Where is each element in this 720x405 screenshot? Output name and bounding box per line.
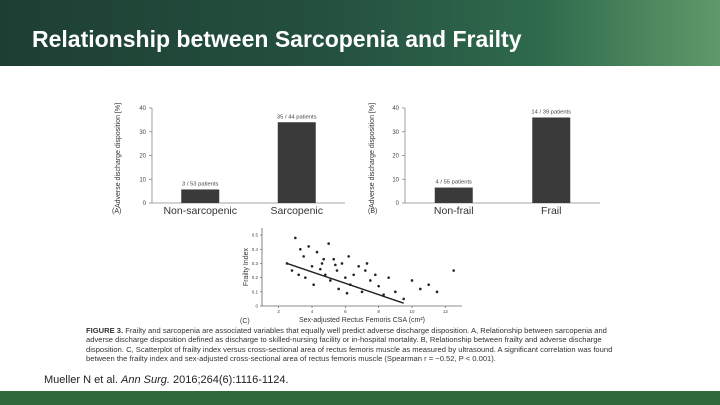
slide-title: Relationship between Sarcopenia and Frai… xyxy=(32,26,522,52)
x-tick-label: Sarcopenic xyxy=(270,205,323,217)
y-tick-label: 30 xyxy=(139,130,146,136)
y-tick-label: 0.4 xyxy=(252,247,259,252)
scatter-point xyxy=(335,269,339,272)
scatter-point xyxy=(419,287,422,291)
scatter-point xyxy=(364,269,367,272)
panel-label: (C) xyxy=(240,318,250,325)
y-tick-label: 40 xyxy=(392,106,399,112)
y-tick-label: 20 xyxy=(139,154,146,160)
y-tick-label: 30 xyxy=(392,130,399,136)
caption-label: FIGURE 3. xyxy=(86,326,124,335)
scatter-point xyxy=(352,273,355,277)
y-axis-label: Adverse discharge disposition [%] xyxy=(369,103,376,208)
y-tick-label: 10 xyxy=(392,177,399,183)
y-tick-label: 0.1 xyxy=(252,289,259,294)
bar xyxy=(181,189,220,203)
x-tick-label: 6 xyxy=(344,309,347,314)
x-tick-label: 8 xyxy=(377,309,380,314)
panel-label: (B) xyxy=(368,208,377,215)
bar xyxy=(277,122,316,203)
trend-line xyxy=(286,262,404,304)
scatter-point xyxy=(297,273,300,277)
x-tick-label: 2 xyxy=(277,309,280,314)
y-tick-label: 0.5 xyxy=(252,233,259,238)
scatter-point xyxy=(394,290,397,294)
scatter-point xyxy=(290,269,294,272)
scatter-point xyxy=(320,262,324,265)
scatter-point xyxy=(334,263,337,267)
panel-label: (A) xyxy=(112,208,121,215)
y-tick-label: 10 xyxy=(139,177,146,183)
bar-annotation: 4 / 55 patients xyxy=(436,180,473,186)
y-tick-label: 0 xyxy=(255,304,258,309)
scatter-point xyxy=(315,250,319,254)
caption-text: Frailty and sarcopenia are associated va… xyxy=(86,326,613,363)
scatter-point xyxy=(304,276,307,279)
scatter-point xyxy=(307,245,310,248)
scatter-point xyxy=(374,273,377,277)
citation-authors: Mueller N et al. xyxy=(44,374,122,386)
x-axis-label: Sex-adjusted Rectus Femoris CSA (cm²) xyxy=(299,317,425,324)
scatter-point xyxy=(360,290,364,294)
bar-annotation: 14 / 39 patients xyxy=(531,110,571,116)
scatter-point xyxy=(294,236,297,240)
scatter-point xyxy=(347,255,350,258)
x-tick-label: 10 xyxy=(409,309,415,314)
y-tick-label: 40 xyxy=(139,106,146,112)
scatter-point xyxy=(387,276,390,279)
scatter-point xyxy=(369,279,372,282)
x-tick-label: 4 xyxy=(311,309,314,314)
scatter-point xyxy=(324,273,327,277)
scatter-point xyxy=(327,242,330,245)
x-tick-label: Frail xyxy=(541,205,561,217)
scatter-point xyxy=(340,262,344,265)
y-tick-label: 0.3 xyxy=(252,261,259,266)
y-axis-label: Frailty Index xyxy=(243,247,250,286)
y-tick-label: 20 xyxy=(392,154,399,160)
scatter-point xyxy=(312,283,315,287)
x-tick-label: 12 xyxy=(443,309,449,314)
header-band: Relationship between Sarcopenia and Frai… xyxy=(0,0,720,66)
scatter-point xyxy=(332,257,335,261)
scatter-point xyxy=(382,293,385,296)
scatter-point xyxy=(344,276,347,279)
citation-journal: Ann Surg. xyxy=(121,374,170,386)
scatter-point xyxy=(427,283,430,287)
scatter-point xyxy=(365,262,369,265)
scatter-point xyxy=(329,279,332,282)
bar-annotation: 3 / 53 patients xyxy=(182,181,219,187)
y-tick-label: 0.2 xyxy=(252,275,259,280)
scatter-point xyxy=(402,297,405,301)
scatter-point xyxy=(452,269,455,272)
citation: Mueller N et al. Ann Surg. 2016;264(6):1… xyxy=(44,374,289,386)
y-axis-label: Adverse discharge disposition [%] xyxy=(115,103,122,208)
x-tick-label: Non-frail xyxy=(434,205,474,217)
scatter-point xyxy=(435,290,439,294)
figure-caption: FIGURE 3. Frailty and sarcopenia are ass… xyxy=(86,326,626,363)
footer-band xyxy=(0,391,720,405)
scatter-point xyxy=(299,247,302,251)
scatter-point xyxy=(377,284,380,288)
x-tick-label: Non-sarcopenic xyxy=(163,205,237,217)
scatter-point xyxy=(345,291,349,295)
scatter-point xyxy=(302,255,305,258)
bar xyxy=(434,187,473,203)
scatter-point xyxy=(357,264,360,268)
y-tick-label: 0 xyxy=(143,201,147,207)
citation-details: 2016;264(6):1116-1124. xyxy=(169,374,289,386)
scatter-point xyxy=(319,267,322,271)
bar xyxy=(532,117,571,203)
scatter-point xyxy=(410,279,414,282)
y-tick-label: 0 xyxy=(396,201,400,207)
scatter-point xyxy=(310,264,314,268)
scatter-point xyxy=(337,287,340,291)
scatter-point xyxy=(322,257,325,261)
bar-annotation: 35 / 44 patients xyxy=(277,114,317,120)
